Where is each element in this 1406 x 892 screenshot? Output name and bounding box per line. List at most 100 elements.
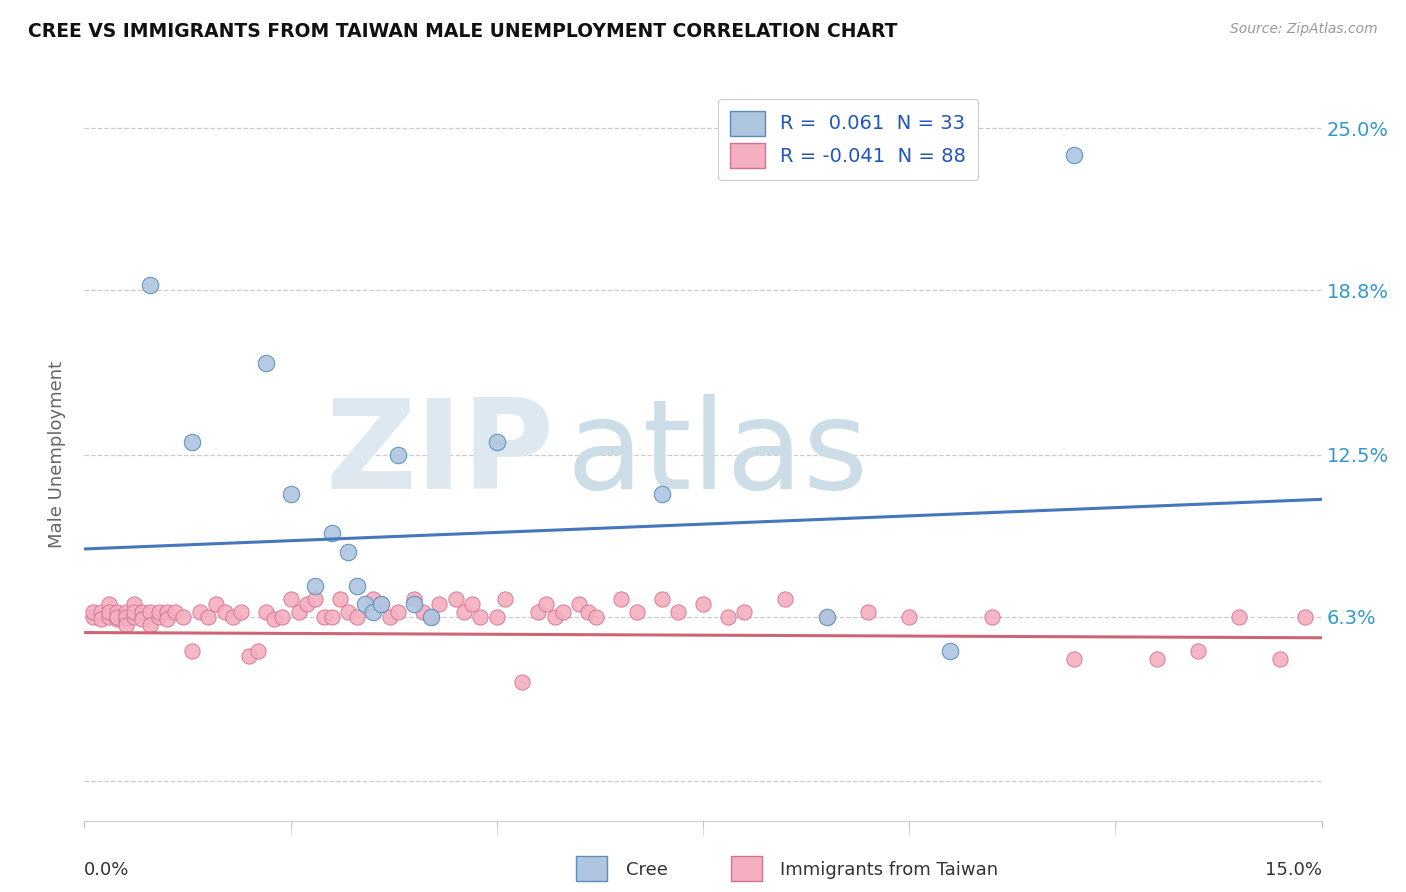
Point: [180, 434, 202, 449]
Point: [148, 605, 170, 619]
Text: ZIP: ZIP: [326, 394, 554, 516]
Point: [536, 597, 558, 611]
Point: [378, 610, 401, 624]
Point: [485, 610, 508, 624]
Point: [131, 605, 153, 619]
Point: [856, 605, 879, 619]
Point: [585, 610, 607, 624]
Point: [288, 605, 311, 619]
Text: Immigrants from Taiwan: Immigrants from Taiwan: [780, 861, 998, 879]
Point: [98, 605, 121, 619]
Point: [527, 605, 550, 619]
Point: [1270, 651, 1292, 665]
Point: [444, 591, 467, 606]
Point: [412, 605, 434, 619]
Point: [122, 610, 145, 624]
Point: [404, 597, 426, 611]
Point: [651, 591, 673, 606]
Point: [98, 610, 121, 624]
Point: [165, 605, 187, 619]
Point: [387, 448, 409, 462]
Point: [271, 610, 294, 624]
Point: [419, 610, 441, 624]
Point: [114, 605, 136, 619]
Point: [510, 675, 533, 690]
Point: [180, 644, 202, 658]
Point: [280, 591, 302, 606]
Point: [346, 578, 368, 592]
Point: [551, 605, 574, 619]
Point: [1063, 651, 1085, 665]
Point: [238, 649, 260, 664]
Point: [494, 591, 516, 606]
Y-axis label: Male Unemployment: Male Unemployment: [48, 361, 66, 549]
Point: [156, 613, 179, 627]
Point: [1187, 644, 1209, 658]
Point: [651, 487, 673, 501]
Point: [419, 610, 441, 624]
Point: [139, 278, 162, 293]
Point: [304, 591, 326, 606]
Point: [254, 605, 277, 619]
Point: [939, 644, 962, 658]
Point: [229, 605, 252, 619]
Point: [470, 610, 492, 624]
Point: [815, 610, 838, 624]
Point: [114, 610, 136, 624]
Point: [775, 591, 797, 606]
Text: CREE VS IMMIGRANTS FROM TAIWAN MALE UNEMPLOYMENT CORRELATION CHART: CREE VS IMMIGRANTS FROM TAIWAN MALE UNEM…: [28, 22, 897, 41]
Legend: R =  0.061  N = 33, R = -0.041  N = 88: R = 0.061 N = 33, R = -0.041 N = 88: [718, 99, 977, 180]
Point: [254, 356, 277, 371]
Point: [576, 605, 599, 619]
Point: [312, 610, 335, 624]
Point: [105, 605, 128, 619]
Text: Cree: Cree: [626, 861, 668, 879]
Point: [90, 613, 112, 627]
Point: [717, 610, 740, 624]
Point: [82, 610, 104, 624]
Text: Source: ZipAtlas.com: Source: ZipAtlas.com: [1230, 22, 1378, 37]
Point: [815, 610, 838, 624]
Point: [733, 605, 755, 619]
Point: [304, 578, 326, 592]
Point: [122, 605, 145, 619]
Point: [82, 605, 104, 619]
Point: [337, 605, 360, 619]
Point: [980, 610, 1002, 624]
Point: [263, 613, 285, 627]
Point: [337, 544, 360, 558]
Point: [139, 617, 162, 632]
Point: [543, 610, 565, 624]
Point: [321, 610, 343, 624]
Point: [98, 597, 121, 611]
Point: [105, 610, 128, 624]
Point: [114, 617, 136, 632]
Point: [114, 613, 136, 627]
Point: [321, 526, 343, 541]
Point: [156, 605, 179, 619]
Point: [361, 605, 384, 619]
Point: [139, 605, 162, 619]
Point: [692, 597, 714, 611]
Text: 15.0%: 15.0%: [1264, 861, 1322, 879]
Point: [404, 591, 426, 606]
Point: [188, 605, 211, 619]
Point: [666, 605, 689, 619]
Point: [370, 597, 392, 611]
Point: [1146, 651, 1168, 665]
Point: [246, 644, 269, 658]
Point: [148, 610, 170, 624]
Point: [205, 597, 228, 611]
Point: [329, 591, 352, 606]
Point: [609, 591, 631, 606]
Point: [361, 591, 384, 606]
Point: [387, 605, 409, 619]
Point: [353, 597, 375, 611]
Point: [427, 597, 450, 611]
Point: [1227, 610, 1250, 624]
Point: [370, 597, 392, 611]
Point: [172, 610, 194, 624]
Point: [485, 434, 508, 449]
Point: [131, 613, 153, 627]
Point: [568, 597, 591, 611]
